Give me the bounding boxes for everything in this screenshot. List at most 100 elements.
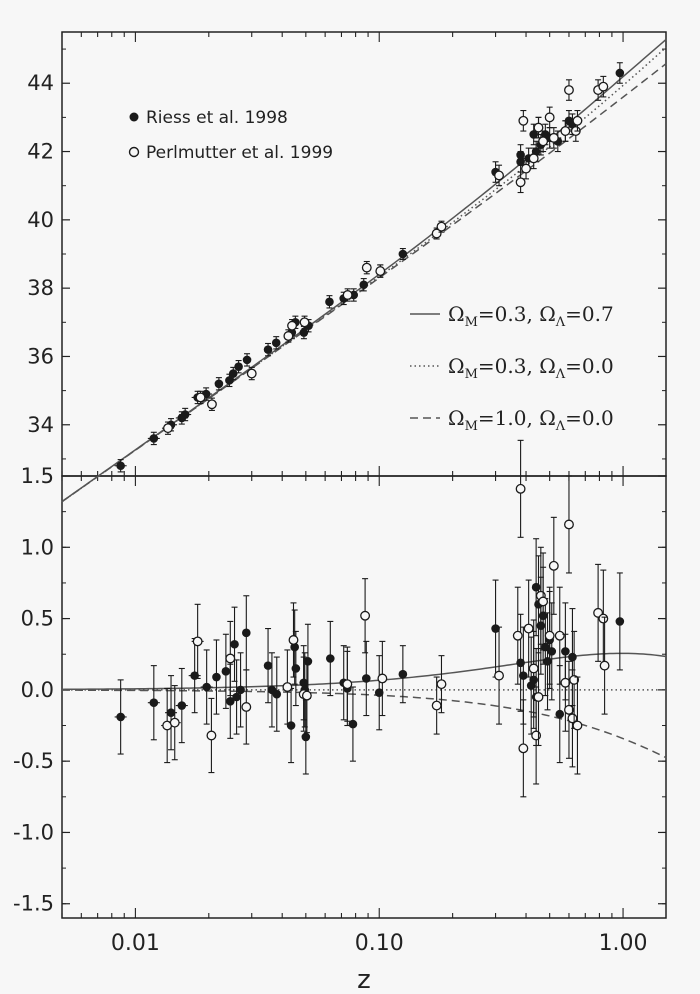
top-point-riess: [242, 355, 252, 365]
top-point-perlmutter: [246, 368, 257, 379]
xtick-label: 1.00: [599, 931, 648, 956]
top-ytick-label: 36: [27, 344, 54, 368]
bottom-point-perlmutter: [548, 560, 559, 571]
bottom-point-riess: [519, 671, 528, 680]
bottom-point-perlmutter: [342, 679, 353, 690]
bottom-point-perlmutter: [572, 720, 583, 731]
bottom-point-riess: [303, 657, 313, 666]
bottom-point-riess: [236, 685, 245, 695]
bottom-point-riess: [326, 654, 335, 663]
bottom-point-perlmutter: [512, 630, 523, 641]
top-point-riess: [615, 68, 625, 78]
bottom-point-riess: [272, 689, 282, 699]
bottom-point-riess: [301, 732, 311, 742]
bottom-point-riess: [116, 712, 125, 722]
bottom-point-perlmutter: [206, 730, 217, 741]
x-axis-title: z: [357, 965, 371, 994]
top-point-riess: [398, 249, 408, 259]
legend-riess-label: Riess et al. 1998: [146, 108, 288, 128]
bottom-point-perlmutter: [554, 630, 565, 641]
bottom-point-perlmutter: [515, 483, 526, 494]
legend-perlmutter-label: Perlmutter et al. 1999: [146, 143, 333, 163]
bottom-point-riess: [374, 688, 384, 698]
model-key-dotted-label: ΩM=0.3, ΩΛ=0.0: [448, 354, 614, 382]
top-point-riess: [325, 297, 334, 307]
bottom-point-riess: [232, 692, 241, 702]
top-ytick-label: 38: [27, 276, 54, 300]
top-ytick-label: 40: [27, 208, 54, 232]
top-point-riess: [263, 345, 273, 354]
bottom-y-axis: -1.5 -1.0 -0.5 0.0 0.5 1.0 1.5: [13, 464, 666, 916]
bottom-point-riess: [291, 664, 301, 673]
bottom-point-riess: [348, 719, 358, 729]
bottom-point-riess: [531, 582, 541, 592]
bottom-point-riess: [177, 701, 187, 710]
bottom-point-perlmutter: [494, 670, 504, 681]
top-ytick-label: 44: [27, 71, 54, 95]
bottom-point-riess: [543, 657, 552, 666]
top-point-perlmutter: [521, 163, 531, 174]
top-point-perlmutter: [515, 177, 526, 188]
top-point-perlmutter: [538, 136, 549, 147]
top-point-perlmutter: [195, 392, 206, 403]
top-point-perlmutter: [564, 85, 574, 96]
bottom-point-perlmutter: [544, 630, 555, 641]
top-point-perlmutter: [375, 266, 386, 277]
bottom-point-perlmutter: [523, 623, 534, 634]
top-point-perlmutter: [528, 153, 539, 164]
top-point-perlmutter: [544, 112, 555, 123]
bottom-point-perlmutter: [598, 613, 609, 624]
bottom-point-perlmutter: [518, 743, 529, 754]
bottom-point-riess: [555, 709, 565, 719]
top-point-perlmutter: [560, 126, 571, 136]
top-point-perlmutter: [518, 115, 529, 126]
top-point-riess: [299, 328, 309, 337]
model-key-dashed-label: ΩM=1.0, ΩΛ=0.0: [448, 406, 614, 434]
x-axis: 0.01 0.10 1.00: [61, 32, 648, 956]
top-point-perlmutter: [342, 290, 353, 300]
top-point-perlmutter: [533, 122, 544, 133]
bottom-point-perlmutter: [531, 730, 542, 741]
top-point-riess: [359, 280, 369, 290]
top-point-perlmutter: [361, 262, 372, 273]
bottom-point-riess: [516, 658, 525, 668]
top-point-perlmutter: [548, 132, 559, 143]
bottom-point-perlmutter: [241, 702, 252, 712]
bottom-ytick-label: -0.5: [13, 749, 54, 773]
legend-perlmutter-marker: [128, 146, 140, 158]
top-point-riess: [225, 376, 234, 385]
bottom-point-riess: [230, 639, 239, 649]
model-key-solid-label: ΩM=0.3, ΩΛ=0.7: [448, 302, 614, 330]
top-point-riess: [149, 434, 159, 443]
top-point-perlmutter: [494, 170, 504, 181]
model-key: ΩM=0.3, ΩΛ=0.7 ΩM=0.3, ΩΛ=0.0 ΩM=1.0, ΩΛ…: [410, 302, 614, 434]
bottom-data-points: [114, 439, 625, 798]
bottom-point-perlmutter: [169, 717, 180, 728]
top-point-riess: [516, 150, 525, 160]
bottom-point-perlmutter: [192, 636, 203, 647]
top-point-perlmutter: [598, 81, 609, 92]
bottom-point-riess: [398, 669, 408, 679]
bottom-point-perlmutter: [360, 610, 371, 621]
bottom-point-perlmutter: [436, 679, 447, 690]
bottom-point-perlmutter: [560, 677, 571, 688]
top-point-perlmutter: [283, 331, 294, 341]
top-point-perlmutter: [431, 228, 442, 239]
bottom-point-riess: [190, 671, 199, 680]
top-point-riess: [214, 379, 224, 389]
bottom-point-riess: [225, 696, 235, 706]
top-y-axis: 34 36 38 40 42 44: [27, 48, 666, 460]
top-data-points: [114, 62, 625, 473]
bottom-point-perlmutter: [288, 635, 299, 645]
bottom-point-riess: [361, 674, 371, 683]
bottom-ytick-label: -1.5: [13, 892, 54, 916]
top-point-perlmutter: [436, 221, 447, 232]
bottom-point-riess: [263, 661, 273, 670]
top-point-riess: [234, 362, 243, 372]
top-point-perlmutter: [299, 317, 310, 328]
bottom-ytick-label: 0.5: [21, 607, 54, 631]
legend: Riess et al. 1998 Perlmutter et al. 1999: [128, 108, 333, 163]
bottom-point-perlmutter: [564, 704, 574, 715]
xtick-label: 0.01: [111, 931, 160, 956]
bottom-ytick-label: 1.0: [21, 535, 54, 559]
